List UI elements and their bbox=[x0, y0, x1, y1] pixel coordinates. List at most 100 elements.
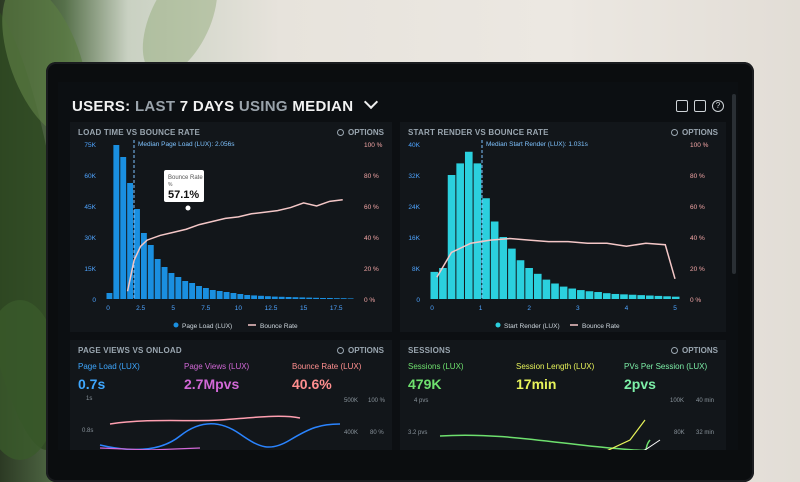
histogram-bar bbox=[533, 273, 542, 299]
histogram-bar bbox=[568, 288, 577, 299]
histogram-bar bbox=[663, 296, 671, 299]
y2-tick-label: 80 % bbox=[690, 173, 705, 180]
legend-item: Bounce Rate bbox=[260, 323, 298, 330]
histogram-bar bbox=[499, 237, 508, 299]
histogram-bar bbox=[508, 248, 516, 299]
legend-swatch bbox=[173, 322, 179, 328]
y-tick-label: 0 bbox=[416, 297, 420, 304]
x-tick-label: 7.5 bbox=[201, 305, 210, 312]
bounce-rate-line bbox=[126, 199, 343, 292]
histogram-bar bbox=[299, 297, 306, 299]
gear-icon bbox=[670, 129, 678, 136]
panel-sessions: SESSIONS OPTIONS Sessions (LUX) 479K Ses… bbox=[400, 340, 726, 450]
histogram-bar bbox=[147, 245, 154, 299]
options-button[interactable]: OPTIONS bbox=[336, 346, 384, 355]
histogram-bar bbox=[430, 271, 439, 299]
y2-tick-label: 100 % bbox=[364, 142, 383, 149]
histogram-bar bbox=[456, 163, 464, 299]
monitor-icon[interactable] bbox=[676, 100, 688, 112]
pvs-line bbox=[607, 419, 646, 450]
histogram-bar bbox=[196, 286, 202, 299]
x-tick-label: 0 bbox=[430, 305, 434, 312]
histogram-bar bbox=[189, 283, 196, 299]
y-tick-label: 0 bbox=[92, 297, 96, 304]
y-tick-label: 32K bbox=[408, 173, 420, 180]
histogram-bar bbox=[333, 298, 340, 299]
scrollbar[interactable] bbox=[732, 94, 736, 274]
y-tick-label: 75K bbox=[84, 142, 96, 149]
axis-tick: 40 min bbox=[696, 398, 715, 404]
gear-icon bbox=[336, 347, 344, 354]
options-button[interactable]: OPTIONS bbox=[670, 346, 718, 355]
panel-title: PAGE VIEWS VS ONLOAD bbox=[78, 346, 182, 355]
histogram-bar bbox=[654, 295, 663, 299]
y2-tick-label: 0 % bbox=[690, 297, 701, 304]
hover-point[interactable] bbox=[185, 205, 191, 211]
metric-label: Page Load (LUX) bbox=[78, 362, 140, 371]
histogram-bar bbox=[516, 260, 525, 299]
options-button[interactable]: OPTIONS bbox=[336, 128, 384, 137]
histogram-bar bbox=[313, 297, 320, 299]
y2-tick-label: 20 % bbox=[690, 266, 705, 273]
session-length-line bbox=[643, 439, 661, 450]
histogram-bar bbox=[237, 294, 244, 299]
y-tick-label: 15K bbox=[84, 266, 96, 273]
histogram-bar bbox=[182, 281, 189, 299]
x-tick-label: 5 bbox=[171, 305, 175, 312]
histogram-bar bbox=[671, 296, 680, 299]
histogram-bar bbox=[482, 198, 490, 299]
y2-tick-label: 0 % bbox=[364, 297, 375, 304]
histogram-bar bbox=[251, 295, 258, 299]
histogram-bar bbox=[577, 290, 585, 299]
histogram-bar bbox=[525, 268, 533, 299]
x-tick-label: 3 bbox=[576, 305, 580, 312]
histogram-bar bbox=[320, 298, 326, 299]
metric-value: 2pvs bbox=[624, 376, 656, 392]
panel-page-views: PAGE VIEWS VS ONLOAD OPTIONS Page Load (… bbox=[70, 340, 392, 450]
axis-tick: 0.8s bbox=[82, 428, 94, 434]
external-link-icon[interactable] bbox=[694, 100, 706, 112]
histogram-bar bbox=[646, 295, 654, 299]
histogram-bar bbox=[216, 291, 223, 299]
metric-value: 2.7Mpvs bbox=[184, 376, 240, 392]
y2-tick-label: 100 % bbox=[690, 142, 709, 149]
histogram-bar bbox=[127, 183, 134, 299]
axis-tick: 80K bbox=[674, 430, 685, 436]
page-views-line bbox=[99, 423, 341, 450]
x-tick-label: 4 bbox=[625, 305, 629, 312]
y-tick-label: 30K bbox=[84, 235, 96, 242]
histogram-bar bbox=[113, 145, 120, 299]
histogram-bar bbox=[637, 295, 646, 299]
y2-tick-label: 40 % bbox=[690, 235, 705, 242]
help-icon[interactable]: ? bbox=[712, 100, 724, 112]
chevron-down-icon[interactable] bbox=[363, 94, 378, 110]
start-render-chart: 40K 32K 24K 16K 8K 0 100 % 80 % 60 % 40 % 20 % 0 % 0… bbox=[408, 140, 709, 330]
histogram-bar bbox=[585, 291, 594, 299]
legend-swatch bbox=[495, 322, 501, 328]
x-tick-label: 5 bbox=[673, 305, 677, 312]
histogram-bar bbox=[175, 277, 182, 299]
histogram-bar bbox=[490, 221, 499, 299]
histogram-bar bbox=[258, 295, 264, 299]
options-button[interactable]: OPTIONS bbox=[670, 128, 718, 137]
histogram-bar bbox=[447, 175, 456, 299]
histogram-bar bbox=[168, 273, 175, 299]
metric-label: Page Views (LUX) bbox=[184, 362, 250, 371]
metric-label: Bounce Rate (LUX) bbox=[292, 362, 362, 371]
gear-icon bbox=[336, 129, 344, 136]
y-tick-label: 60K bbox=[84, 173, 96, 180]
metric-label: Session Length (LUX) bbox=[516, 362, 595, 371]
histogram-bar bbox=[542, 279, 551, 299]
x-tick-label: 1 bbox=[479, 305, 483, 312]
histogram-bar bbox=[106, 293, 113, 299]
x-tick-label: 15 bbox=[300, 305, 308, 312]
panel-title: LOAD TIME VS BOUNCE RATE bbox=[78, 128, 200, 137]
y2-tick-label: 60 % bbox=[364, 204, 379, 211]
x-tick-label: 12.5 bbox=[265, 305, 278, 312]
metric-value: 479K bbox=[408, 376, 442, 392]
metric-value: 0.7s bbox=[78, 376, 106, 392]
y-tick-label: 45K bbox=[84, 204, 96, 211]
histogram-bar bbox=[464, 151, 473, 299]
histogram-bar bbox=[292, 297, 299, 299]
